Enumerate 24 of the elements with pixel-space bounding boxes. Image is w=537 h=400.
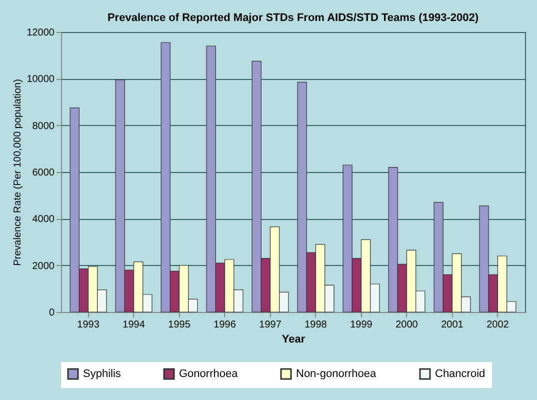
y-tick-label: 0: [48, 308, 55, 318]
x-tick-label: 1993: [77, 320, 100, 330]
x-tick-label: 1995: [168, 320, 191, 330]
x-tick-label: 1998: [304, 320, 328, 330]
legend-label: Non-gonorrhoea: [296, 368, 377, 380]
legend-label: Gonorrhoea: [179, 368, 239, 380]
x-tick-label: 1997: [259, 320, 282, 330]
y-tick-label: 12000: [26, 28, 55, 38]
y-tick-label: 2000: [32, 260, 55, 272]
x-tick-label: 1994: [122, 320, 146, 330]
x-tick-label: 1999: [350, 320, 373, 330]
y-tick-label: 4000: [32, 214, 55, 226]
legend-label: Chancroid: [435, 368, 486, 380]
y-tick-label: 6000: [32, 168, 55, 178]
x-tick-label: 2000: [396, 320, 418, 330]
x-axis-title: Year: [282, 334, 306, 346]
y-tick-label: 8000: [32, 120, 55, 132]
y-axis-title: Prevalence Rate (Per 100,000 population): [12, 79, 24, 266]
x-tick-label: 2001: [441, 320, 464, 330]
x-tick-label: 1996: [214, 320, 236, 330]
chart-title: Prevalence of Reported Major STDs From AIDS/STD Teams (1993-2002): [107, 12, 479, 24]
x-tick-label: 2002: [486, 320, 510, 330]
legend-label: Syphilis: [83, 368, 122, 380]
y-tick-label: 10000: [26, 74, 55, 86]
